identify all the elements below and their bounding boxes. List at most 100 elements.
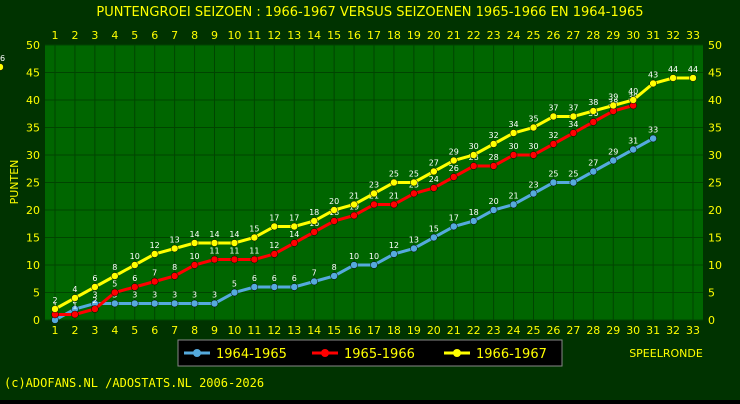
data-label-1966-1967: 27	[429, 159, 439, 168]
x-tick-label-bottom: 15	[327, 324, 341, 337]
data-point-1964-1965	[629, 145, 637, 154]
data-label-1965-1966: 1	[72, 302, 77, 311]
x-tick-label-top: 33	[686, 29, 700, 42]
legend-swatch-marker	[193, 349, 201, 357]
x-tick-label-top: 23	[487, 29, 501, 42]
x-tick-label-top: 22	[467, 29, 481, 42]
data-label-1964-1965: 25	[548, 170, 558, 179]
data-point-1966-1967	[549, 112, 558, 121]
data-label-1965-1966: 34	[568, 120, 578, 129]
x-tick-label-top: 14	[307, 29, 321, 42]
data-label-1964-1965: 5	[232, 280, 237, 289]
data-label-1964-1965: 10	[349, 252, 359, 261]
data-point-1965-1966	[430, 184, 438, 192]
x-tick-label-bottom: 16	[347, 324, 361, 337]
x-tick-label-bottom: 5	[131, 324, 138, 337]
data-point-1964-1965	[430, 233, 438, 242]
data-label-1964-1965: 15	[429, 225, 439, 234]
x-tick-label-top: 17	[367, 29, 381, 42]
data-label-1965-1966: 8	[172, 263, 177, 272]
x-tick-label-bottom: 23	[487, 324, 501, 337]
y-tick-label-right: 10	[708, 259, 722, 272]
data-point-1964-1965	[469, 217, 478, 225]
data-point-1965-1966	[549, 140, 558, 148]
y-tick-label-right: 35	[708, 122, 722, 135]
data-point-1965-1966	[131, 283, 139, 291]
x-tick-label-top: 9	[211, 29, 218, 42]
data-label-1964-1965: 6	[272, 274, 277, 283]
y-tick-label-right: 5	[708, 287, 715, 300]
data-label-1966-1967: 14	[189, 230, 199, 239]
data-point-1964-1965	[330, 272, 338, 280]
data-point-1964-1965	[589, 167, 598, 176]
data-label-1964-1965: 3	[132, 291, 137, 300]
data-label-1965-1966: 26	[449, 164, 459, 173]
data-point-1966-1967	[270, 222, 279, 231]
y-tick-label-right: 0	[708, 314, 715, 327]
x-tick-label-top: 27	[566, 29, 580, 42]
x-tick-label-bottom: 25	[527, 324, 541, 337]
data-label-1966-1967: 14	[209, 230, 219, 239]
data-point-1966-1967	[529, 123, 538, 132]
x-tick-label-top: 30	[626, 29, 640, 42]
data-point-1964-1965	[390, 250, 398, 258]
data-point-1966-1967	[669, 74, 677, 82]
legend-label: 1965-1966	[344, 347, 415, 362]
x-tick-label-bottom: 29	[606, 324, 620, 337]
data-label-1965-1966: 21	[389, 192, 399, 201]
x-tick-label-top: 10	[227, 29, 241, 42]
data-label-1965-1966: 30	[508, 142, 518, 151]
data-point-1965-1966	[390, 200, 398, 209]
data-point-1965-1966	[450, 173, 458, 181]
data-label-1966-1967: 17	[289, 214, 299, 223]
y-axis-label: PUNTEN	[8, 160, 21, 205]
x-tick-label-bottom: 11	[247, 324, 261, 337]
data-point-1965-1966	[71, 310, 79, 319]
data-point-1965-1966	[250, 255, 259, 264]
data-point-1965-1966	[509, 151, 518, 159]
data-point-1966-1967	[330, 206, 338, 214]
y-tick-label-right: 25	[708, 177, 722, 190]
data-point-1964-1965	[609, 156, 617, 165]
data-label-1966-1967: 37	[548, 104, 558, 113]
data-label-1964-1965: 8	[332, 263, 337, 272]
data-point-1965-1966	[370, 200, 378, 209]
x-tick-label-top: 25	[527, 29, 541, 42]
data-label-1965-1966: 24	[429, 175, 439, 184]
data-label-1965-1966: 14	[289, 230, 299, 239]
x-tick-label-top: 21	[447, 29, 461, 42]
data-label-1966-1967: 34	[508, 120, 518, 129]
copyright-footer: (c)ADOFANS.NL /ADOSTATS.NL 2006-2026	[4, 376, 265, 390]
data-point-1966-1967	[310, 217, 318, 225]
data-label-1964-1965: 29	[608, 148, 618, 157]
data-point-1965-1966	[230, 255, 239, 264]
data-point-1966-1967	[111, 272, 119, 280]
data-label-1966-1967: 17	[269, 214, 279, 223]
x-tick-label-top: 11	[247, 29, 261, 42]
data-point-1964-1965	[509, 200, 518, 209]
data-label-1964-1965: 31	[628, 137, 638, 146]
data-label-1965-1966: 11	[249, 247, 259, 256]
data-point-1964-1965	[290, 283, 298, 291]
data-label-1966-1967: 18	[309, 208, 319, 217]
x-tick-label-bottom: 32	[666, 324, 680, 337]
data-point-1966-1967	[91, 283, 99, 291]
data-point-1966-1967	[131, 261, 139, 269]
data-label-1965-1966: 5	[112, 280, 117, 289]
x-tick-label-bottom: 6	[151, 324, 158, 337]
data-point-1964-1965	[410, 244, 418, 253]
chart-title: PUNTENGROEI SEIZOEN : 1966-1967 VERSUS S…	[96, 5, 643, 20]
x-tick-label-top: 24	[507, 29, 521, 42]
x-tick-label-bottom: 1	[52, 324, 59, 337]
data-point-1966-1967	[210, 239, 219, 247]
y-tick-label-left: 10	[26, 259, 40, 272]
y-tick-label-left: 20	[26, 204, 40, 217]
x-tick-label-bottom: 4	[111, 324, 118, 337]
data-point-1965-1966	[270, 250, 279, 258]
x-tick-label-top: 26	[546, 29, 560, 42]
y-tick-label-left: 30	[26, 149, 40, 162]
x-tick-label-top: 19	[407, 29, 421, 42]
x-tick-label-top: 16	[347, 29, 361, 42]
y-tick-label-right: 50	[708, 39, 722, 52]
